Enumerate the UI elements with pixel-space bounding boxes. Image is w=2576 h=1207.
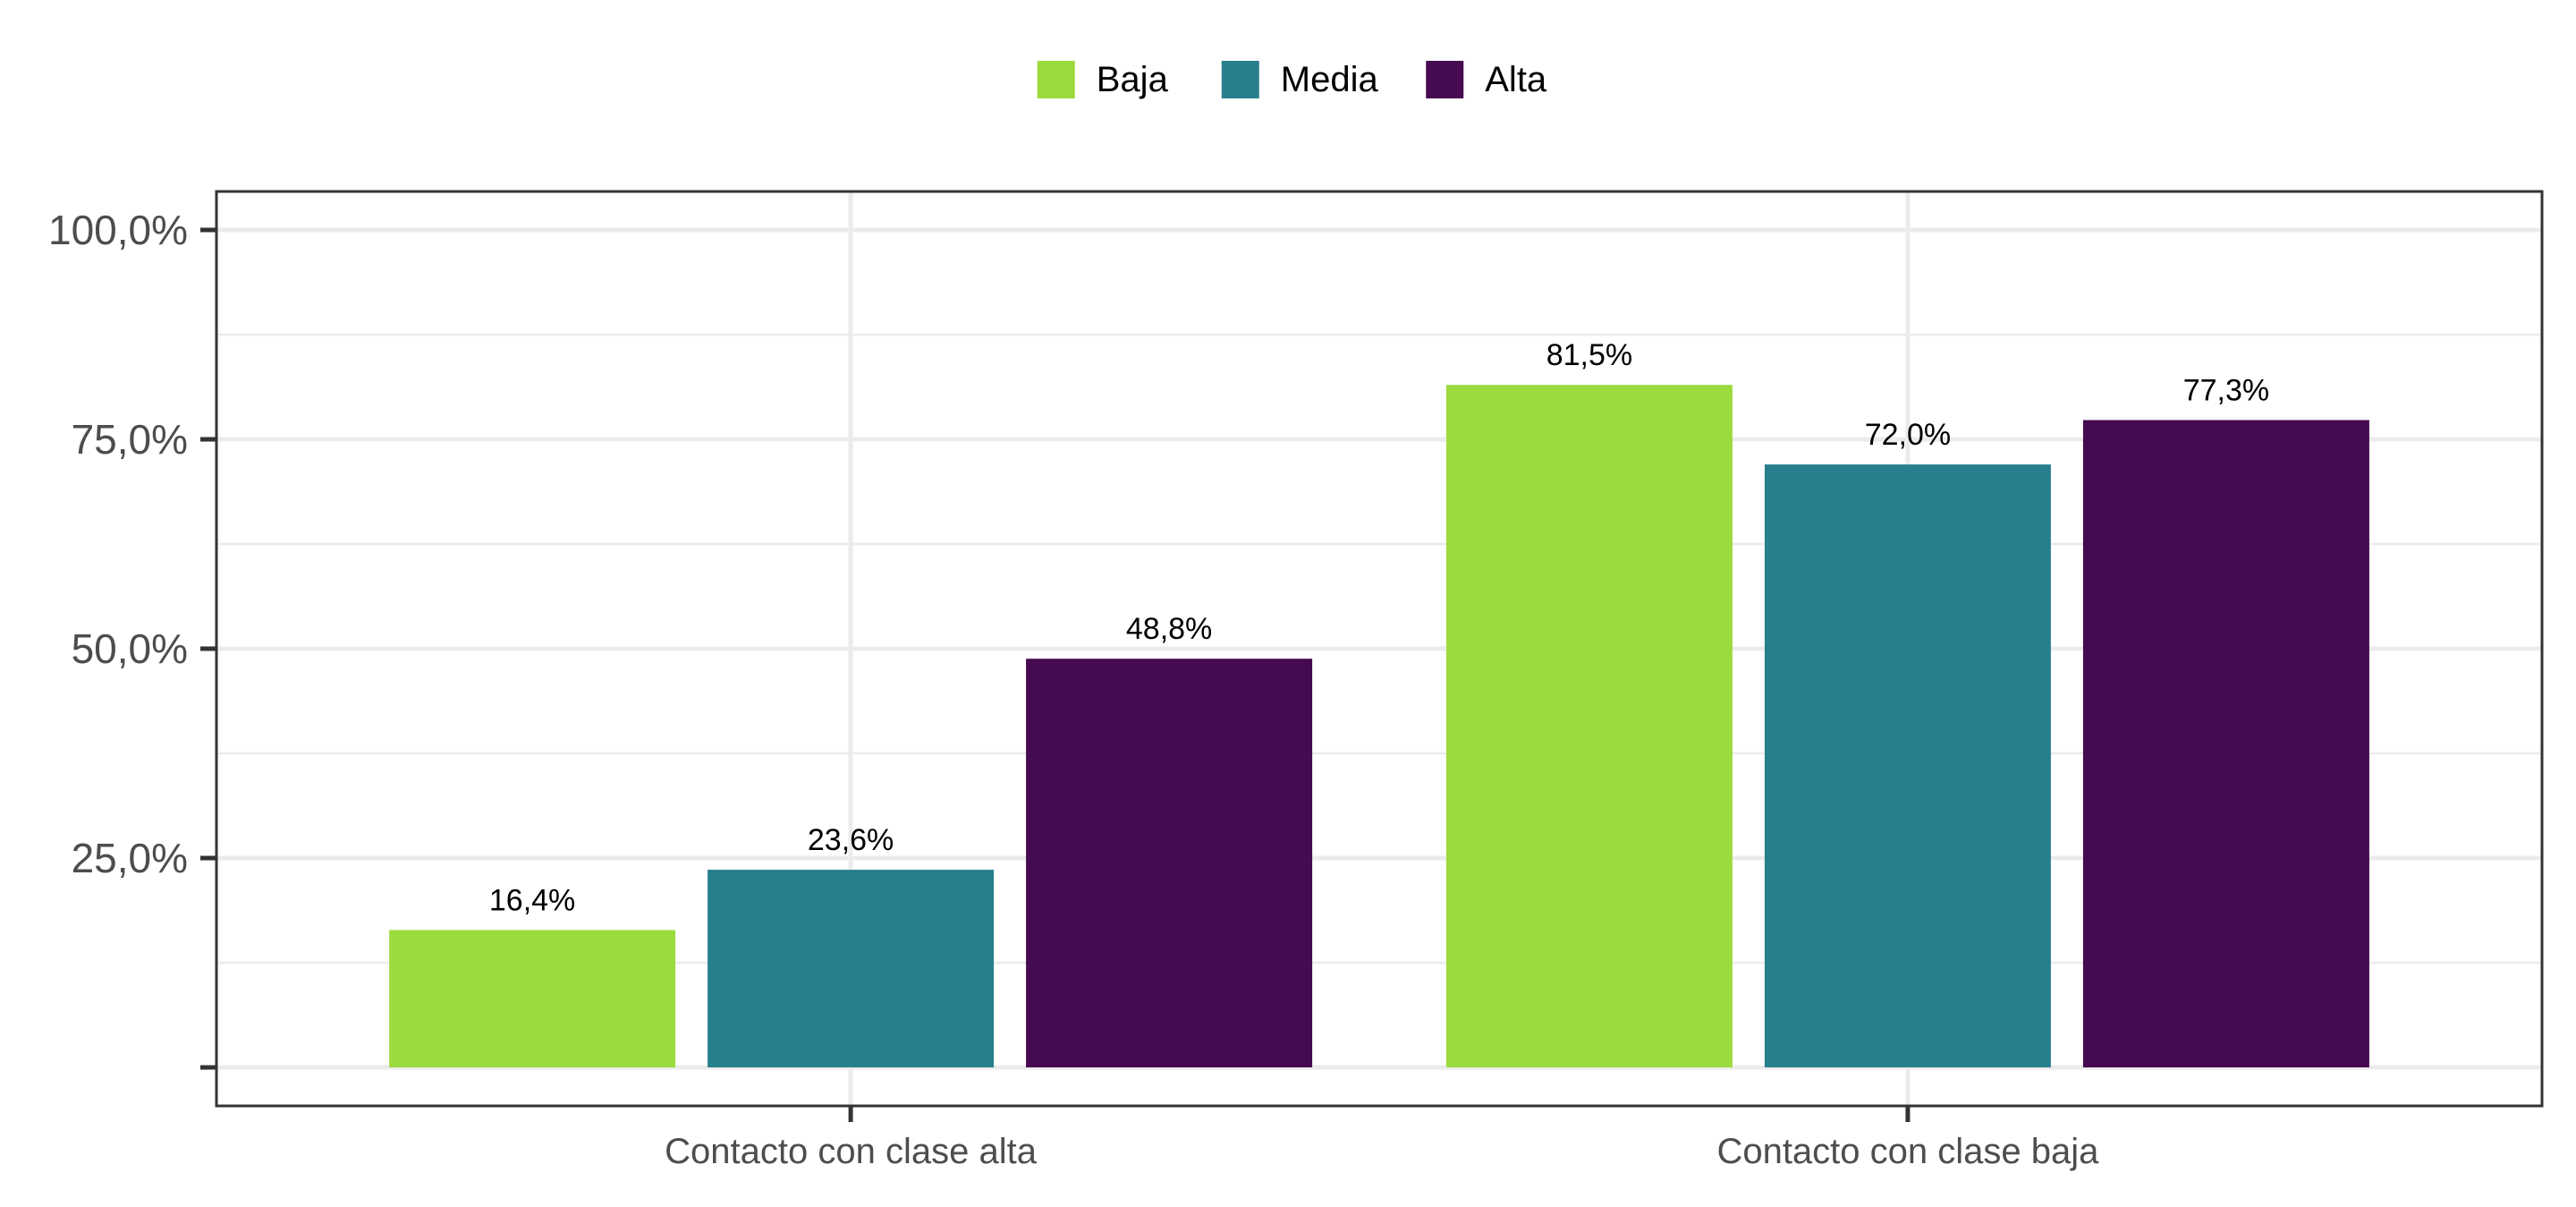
- bar-media: [708, 870, 995, 1067]
- legend-key-baja: [1037, 61, 1075, 98]
- x-tick-label: Contacto con clase alta: [665, 1132, 1038, 1171]
- legend-label: Media: [1281, 60, 1379, 99]
- bar-alta: [1026, 659, 1313, 1067]
- y-tick-label: 50,0%: [72, 625, 188, 672]
- bar-media: [1764, 464, 2051, 1067]
- data-label: 23,6%: [808, 823, 894, 857]
- y-tick-label: 25,0%: [72, 835, 188, 881]
- data-label: 72,0%: [1865, 418, 1951, 452]
- legend-label: Alta: [1485, 60, 1547, 99]
- legend-label: Baja: [1097, 60, 1169, 99]
- data-label: 48,8%: [1126, 612, 1212, 646]
- data-label: 16,4%: [489, 883, 575, 917]
- legend-key-media: [1221, 61, 1259, 98]
- data-label: 81,5%: [1546, 338, 1632, 372]
- y-tick-label: 100,0%: [48, 207, 188, 253]
- bar-baja: [389, 930, 676, 1067]
- data-label: 77,3%: [2183, 374, 2269, 408]
- x-tick-label: Contacto con clase baja: [1716, 1132, 2099, 1171]
- y-tick-label: 75,0%: [72, 416, 188, 463]
- bar-alta: [2082, 420, 2369, 1067]
- bar-baja: [1445, 385, 1733, 1067]
- legend-key-alta: [1426, 61, 1464, 98]
